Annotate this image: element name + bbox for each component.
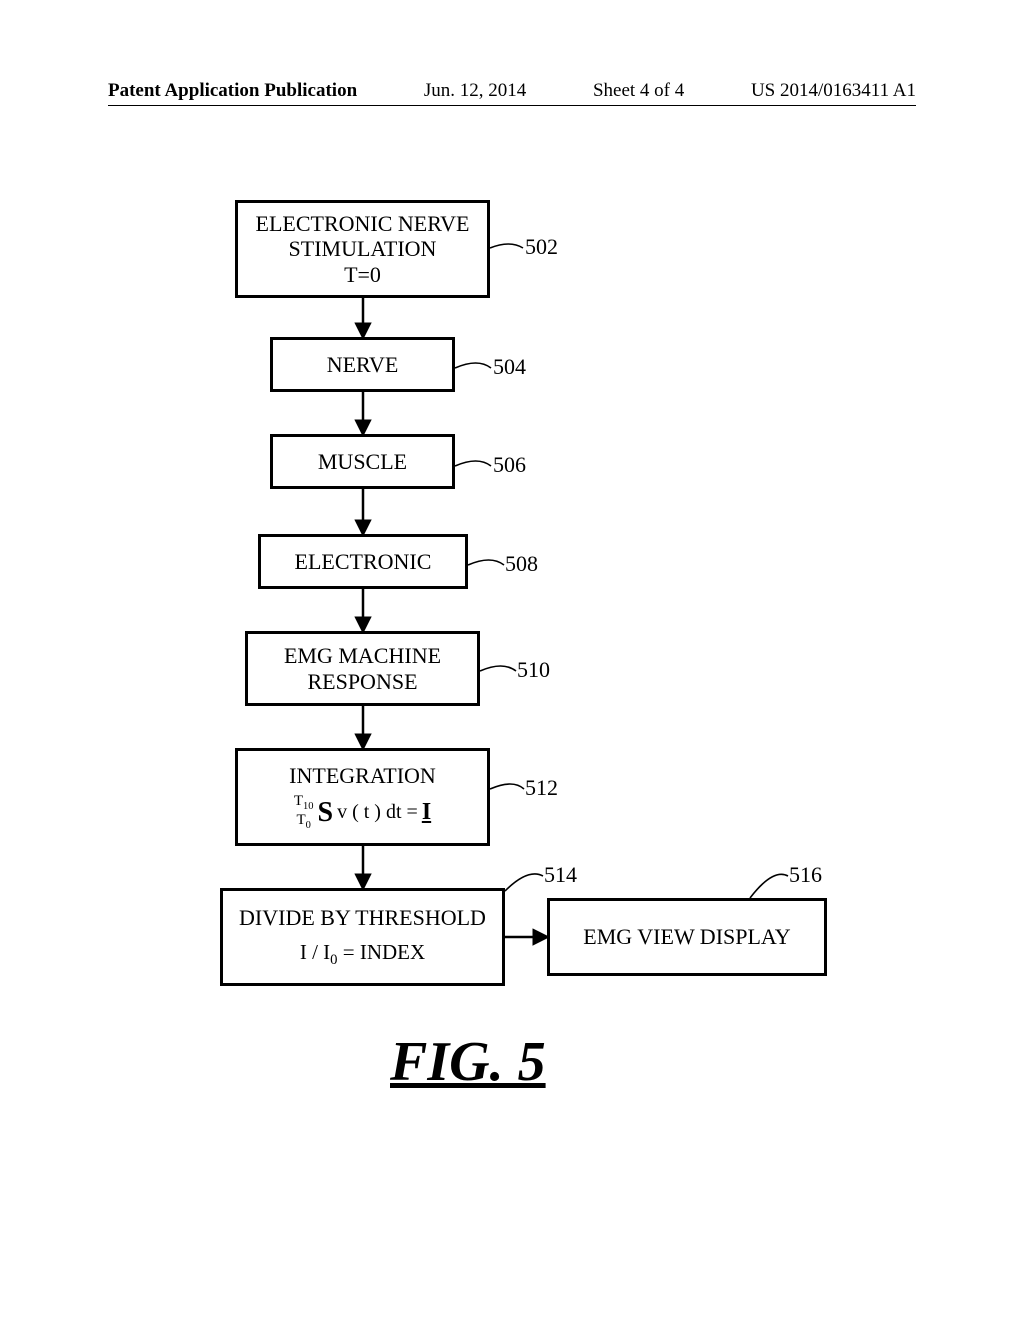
sheet-number: Sheet 4 of 4 (593, 80, 684, 102)
box-nerve-stimulation: ELECTRONIC NERVE STIMULATION T=0 (235, 200, 490, 298)
publication-number: US 2014/0163411 A1 (751, 80, 916, 102)
box-line: ELECTRONIC (295, 549, 432, 574)
reference-number: 512 (525, 775, 558, 801)
box-line: INTEGRATION (289, 763, 436, 788)
box-line: T=0 (344, 262, 381, 287)
box-line: STIMULATION (289, 236, 437, 261)
reference-number: 508 (505, 551, 538, 577)
reference-number: 516 (789, 862, 822, 888)
box-muscle: MUSCLE (270, 434, 455, 489)
reference-number: 502 (525, 234, 558, 260)
connectors-svg (0, 0, 1024, 1320)
publication-date: Jun. 12, 2014 (424, 80, 526, 102)
reference-lead-line (455, 461, 491, 466)
box-emg-view-display: EMG VIEW DISPLAY (547, 898, 827, 976)
publication-type: Patent Application Publication (108, 80, 357, 102)
index-formula: I / I0 = INDEX (300, 940, 425, 969)
reference-lead-line (490, 784, 524, 789)
figure-caption: FIG. 5 (390, 1030, 546, 1094)
box-divide-by-threshold: DIVIDE BY THRESHOLD I / I0 = INDEX (220, 888, 505, 986)
page-header: Patent Application Publication Jun. 12, … (108, 80, 916, 102)
reference-lead-line (750, 874, 788, 898)
box-line: NERVE (327, 352, 399, 377)
box-line: DIVIDE BY THRESHOLD (239, 905, 486, 930)
integration-formula: T10 T0 S v ( t ) dt = I (294, 794, 431, 831)
reference-lead-line (490, 244, 523, 248)
box-line: EMG VIEW DISPLAY (583, 924, 790, 949)
reference-lead-line (480, 666, 516, 671)
reference-number: 514 (544, 862, 577, 888)
box-line: ELECTRONIC NERVE (256, 211, 470, 236)
box-line: EMG MACHINE (284, 643, 441, 668)
reference-lead-line (455, 363, 491, 368)
reference-lead-line (468, 560, 504, 565)
box-electronic: ELECTRONIC (258, 534, 468, 589)
box-integration: INTEGRATION T10 T0 S v ( t ) dt = I (235, 748, 490, 846)
box-line: RESPONSE (307, 669, 417, 694)
box-line: MUSCLE (318, 449, 407, 474)
box-emg-machine-response: EMG MACHINE RESPONSE (245, 631, 480, 706)
box-nerve: NERVE (270, 337, 455, 392)
reference-number: 504 (493, 354, 526, 380)
header-divider (108, 105, 916, 106)
reference-number: 510 (517, 657, 550, 683)
reference-lead-line (505, 874, 543, 891)
reference-number: 506 (493, 452, 526, 478)
